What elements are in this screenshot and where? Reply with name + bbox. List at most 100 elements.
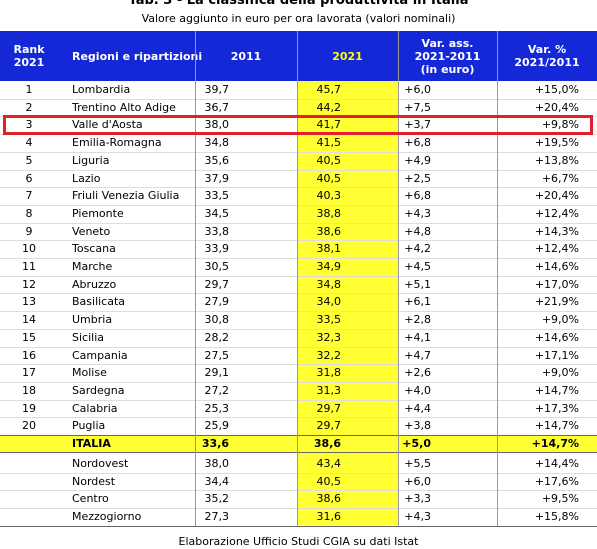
table-cell: 19 [22,401,36,415]
table-cell: 40,5 [316,474,342,488]
table-cell: +13,8% [534,153,579,167]
table-cell: 33,9 [204,242,230,256]
table-cell: +6,0 [404,83,431,96]
header-cell: Var. ass. [421,36,474,50]
table-cell: Valle d'Aosta [72,118,143,132]
table-cell: 43,4 [316,457,342,470]
table-cell: 7 [25,189,33,203]
row-line [0,311,597,313]
table-cell: 10 [22,242,36,256]
table-cell: Abruzzo [72,277,117,291]
table-cell: 34,5 [204,206,230,220]
table-cell: 27,3 [204,510,230,524]
table-cell: 25,9 [204,419,230,433]
table-bottom [0,525,597,527]
table-cell: +3,7 [404,118,431,132]
table-cell: 5 [25,153,33,167]
table-cell: Sicilia [72,330,104,344]
header-cell: Rank [13,43,45,56]
table-cell: Toscana [72,242,116,256]
row-line [0,417,597,419]
table-cell: +12,4% [534,206,579,220]
row-line [0,508,597,510]
table-cell: 13 [22,295,36,309]
table-cell: 36,7 [204,100,230,114]
total-cell: 33,6 [201,437,229,450]
table-cell: +9,0% [541,366,579,380]
table-cell: +2,8 [404,313,431,327]
row-line [0,258,597,259]
table-cell: Trentino Alto Adige [72,100,176,114]
table-cell: 33,5 [204,189,230,203]
table-cell: 1 [25,83,33,96]
table-cell: 32,3 [316,330,342,344]
total-cell: +5,0 [402,437,431,450]
total-cell: ITALIA [72,437,111,450]
row-line [0,293,597,295]
table-cell: 6 [25,171,33,185]
table-cell: 32,2 [316,348,342,362]
row-line [0,328,597,330]
header-cell: 2021 [13,56,45,69]
table-cell: +14,6% [534,260,579,273]
table-cell: +17,6% [534,474,579,488]
table-cell: 18 [22,383,36,397]
table-cell: 17 [22,366,36,380]
total-cell: 38,6 [313,437,341,450]
table-cell: 38,1 [316,242,342,256]
table-cell: Basilicata [72,295,126,309]
table-cell: 39,7 [204,83,230,96]
title: Tab. 3 - La classifica della produttivit… [128,0,469,8]
row-line [0,364,597,366]
table-cell: 8 [25,206,33,220]
table-cell: +5,1 [404,277,431,291]
row-line [0,399,597,401]
table-cell: 31,8 [316,366,342,380]
table-cell: 31,3 [316,383,342,397]
header-cell: Var. % [527,43,567,56]
table-cell: 15 [22,330,36,344]
row-line [0,275,597,277]
table-cell: 30,5 [204,260,230,273]
table-cell: Marche [72,260,113,273]
table-cell: 29,7 [316,419,342,433]
table-cell: 2 [25,100,33,114]
row-line [0,346,597,348]
table-cell: 40,5 [316,171,342,185]
table-cell: +20,4% [534,189,579,203]
table-cell: 41,7 [316,118,342,132]
table-cell: 27,2 [204,383,230,397]
table-cell: 34,4 [204,474,230,488]
table-cell: Calabria [72,401,118,415]
table-cell: Puglia [72,419,106,433]
table-cell: 44,2 [316,100,342,114]
header-cell: 2021/2011 [514,56,580,69]
total-cell: +14,7% [531,437,579,450]
table-cell: +6,0 [404,474,431,488]
table-cell: 31,6 [316,510,342,524]
table-cell: +17,1% [534,348,579,362]
table-cell: +14,7% [534,419,579,433]
table-cell: +12,4% [534,242,579,256]
table-cell: +7,5 [404,100,431,114]
table-cell: Friuli Venezia Giulia [72,189,180,203]
column-line [195,31,196,526]
table-cell: +4,2 [404,242,431,256]
table-cell: +4,9 [404,153,431,167]
row-line [0,204,597,206]
row-line [0,240,597,242]
table-cell: 33,5 [316,313,342,327]
table-cell: +4,3 [404,510,431,524]
table-cell: +9,8% [541,118,579,132]
table-cell: +21,9% [534,295,579,309]
header-cell: (in euro) [420,62,475,76]
table-cell: +2,5 [404,171,431,185]
table-cell: 45,7 [316,83,342,96]
table-cell: Nordest [72,474,116,488]
table-cell: +15,0% [534,83,579,96]
row-line [0,187,597,189]
table-cell: 29,7 [316,401,342,415]
table-cell: 29,7 [204,277,230,291]
table-cell: 35,2 [204,492,230,506]
table-cell: +4,8 [404,224,431,238]
